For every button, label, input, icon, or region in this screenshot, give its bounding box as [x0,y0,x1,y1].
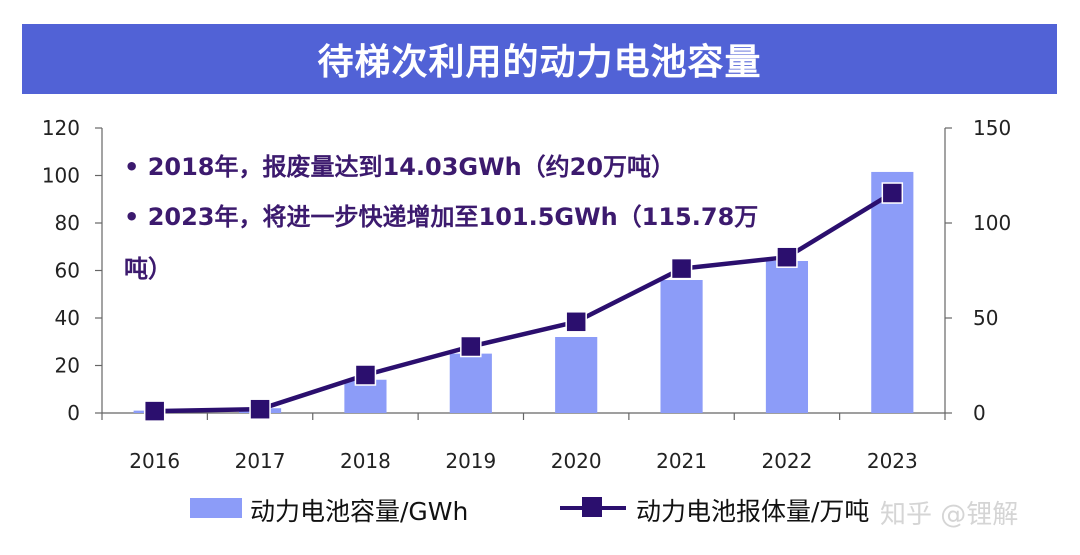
x-tick-label: 2016 [129,449,180,473]
line-marker [670,257,693,280]
y-left-tick-label: 40 [55,306,80,330]
x-tick-label: 2018 [340,449,391,473]
combo-chart: 0 20 40 60 80 100 120 0 50 100 150 2016 2017 2018 2019… [42,116,1011,473]
x-tick-label: 2022 [761,449,812,473]
x-tick-label: 2023 [867,449,918,473]
legend-label-capacity: 动力电池容量/GWh [250,497,469,526]
y-right-tick-label: 50 [973,306,998,330]
annotation-text: • 2023年，将进一步快递增加至101.5GWh（115.78万 [124,203,758,231]
y-left-tick-label: 0 [67,401,80,425]
x-tick-label: 2017 [235,449,286,473]
line-marker [776,246,798,268]
series-line [154,191,894,414]
line-marker [565,311,587,333]
legend-label-tonnage: 动力电池报体量/万吨 [636,497,870,526]
legend: 动力电池容量/GWh 动力电池报体量/万吨 [0,490,1080,534]
line-marker [143,400,166,422]
annotation-text: 吨） [124,255,172,283]
x-tick-label: 2021 [656,449,707,473]
chart-axes: 0 20 40 60 80 100 120 0 50 100 150 2016 2017 2018 2019… [42,116,1011,473]
line-marker [881,182,904,204]
bar [660,280,703,413]
line-series [143,182,904,422]
chart-annotations: • 2018年，报废量达到14.03GWh（约20万吨） • 2023年，将进一步… [124,153,758,283]
y-right-tick-label: 0 [973,401,986,425]
line-marker [460,335,482,358]
y-left-tick-label: 120 [42,116,80,140]
y-left-tick-label: 20 [55,354,80,378]
chart-title: 待梯次利用的动力电池容量 [317,42,762,83]
legend-bar-swatch [190,498,242,518]
watermark: 知乎 @锂解 [880,500,1019,530]
y-left-tick-label: 100 [42,164,80,188]
y-left-tick-label: 80 [55,211,80,235]
x-tick-label: 2019 [445,449,496,473]
bar [871,171,914,413]
line-marker [249,398,271,420]
y-left-tick-label: 60 [55,259,80,283]
annotation-text: • 2018年，报废量达到14.03GWh（约20万吨） [124,153,675,181]
bar [555,337,598,413]
y-right-tick-label: 150 [973,116,1011,140]
bar [449,353,492,413]
legend-marker-swatch [582,497,602,517]
chart-title-banner: 待梯次利用的动力电池容量 [22,24,1057,94]
line-marker [354,364,377,386]
x-tick-label: 2020 [551,449,602,473]
y-right-tick-label: 100 [973,211,1011,235]
bar [765,261,809,413]
